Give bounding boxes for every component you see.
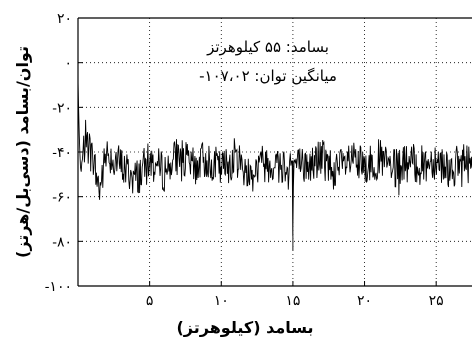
x-tick-label: ۵ <box>146 293 154 309</box>
x-axis-label: بسامد (کیلوهرتز) <box>176 318 313 337</box>
y-axis-ticks: ۲۰ ۰ -۲۰ -۴۰ -۶۰ -۸۰ -۱۰۰ <box>45 11 83 295</box>
y-tick-label: -۲۰ <box>52 100 72 116</box>
y-axis-label: توان/بسامد (دسی‌بل/هرتز) <box>13 46 32 258</box>
x-axis-ticks: ۵ ۱۰ ۱۵ ۲۰ ۲۵ <box>146 281 444 309</box>
y-tick-label: -۴۰ <box>52 145 72 161</box>
x-tick-label: ۱۰ <box>214 293 229 309</box>
annotation-mean-power: میانگین توان: ۱۰۷،۰۲- <box>199 67 337 85</box>
annotation-frequency: بسامد: ۵۵ کیلوهرتز <box>206 38 329 56</box>
y-tick-label: -۱۰۰ <box>45 279 72 295</box>
y-tick-label: -۸۰ <box>52 234 72 250</box>
y-tick-label: ۰ <box>64 56 72 72</box>
x-tick-label: ۲۰ <box>357 293 372 309</box>
y-tick-label: -۶۰ <box>52 190 72 206</box>
y-tick-label: ۲۰ <box>57 11 72 27</box>
x-tick-label: ۲۵ <box>429 293 444 309</box>
x-tick-label: ۱۵ <box>285 293 300 309</box>
